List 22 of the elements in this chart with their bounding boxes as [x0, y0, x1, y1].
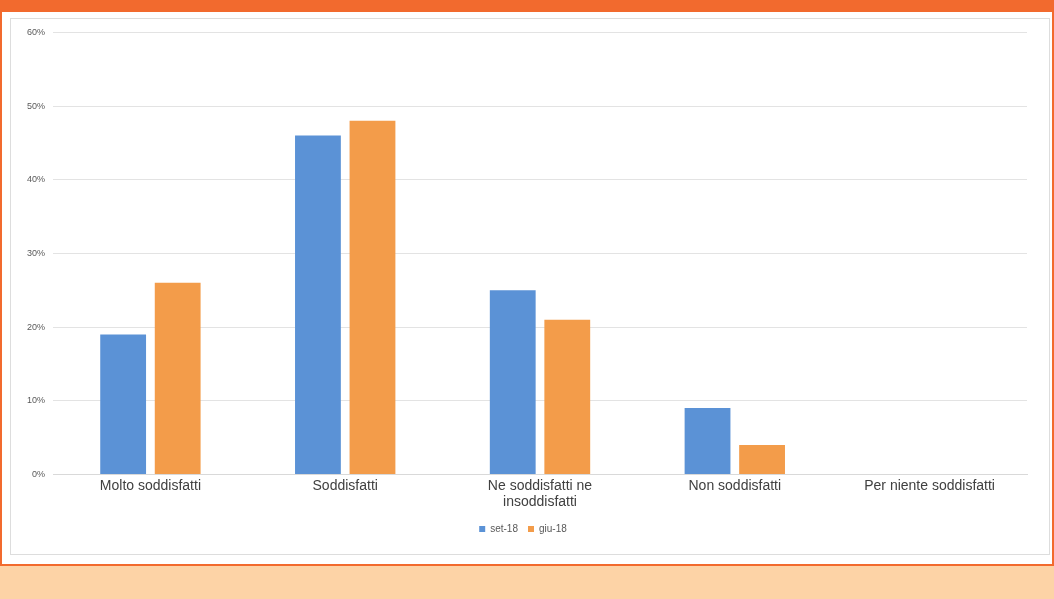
bar [154, 282, 201, 474]
x-tick-label: Non soddisfatti [688, 476, 782, 493]
x-tick-label: Ne soddisfatti ne insoddisfatti [487, 476, 593, 510]
bar [349, 120, 396, 474]
y-tick-label: 50% [27, 100, 46, 111]
bar [100, 334, 147, 474]
x-tick-label: Molto soddisfatti [99, 476, 201, 493]
bar [295, 135, 341, 474]
legend-label: set-18 [490, 522, 519, 534]
bar [684, 408, 731, 474]
y-tick-label: 10% [27, 395, 46, 406]
legend-label: giu-18 [539, 522, 568, 534]
x-tick-label: Per niente soddisfatti [864, 476, 995, 493]
bar [739, 444, 785, 474]
y-tick-label: 0% [32, 468, 46, 479]
y-tick-label: 60% [27, 26, 46, 37]
bar [489, 290, 536, 474]
y-tick-label: 20% [27, 321, 46, 332]
x-tick-label: Soddisfatti [312, 476, 378, 493]
bar [544, 319, 591, 474]
y-tick-label: 30% [27, 247, 46, 258]
y-tick-label: 40% [27, 174, 46, 185]
